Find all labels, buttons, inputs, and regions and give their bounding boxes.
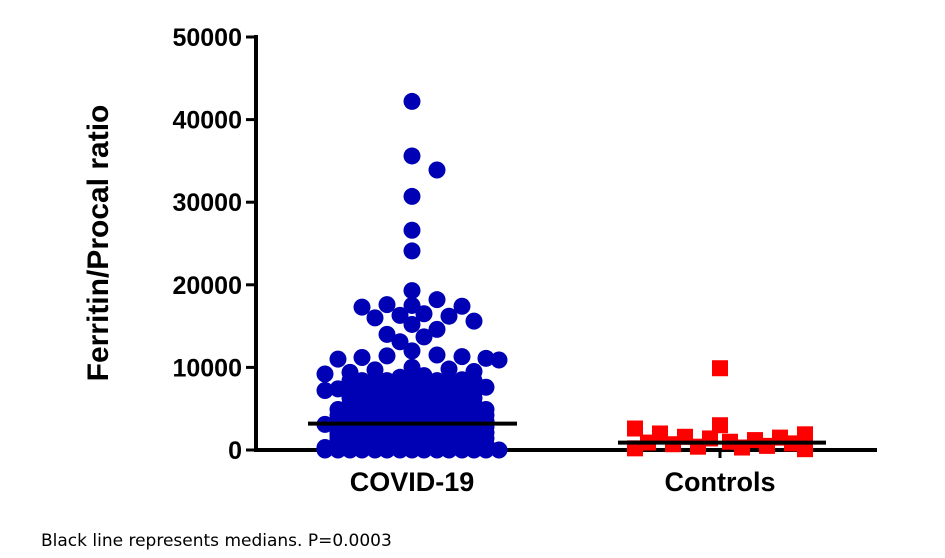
covid-data-point	[477, 349, 495, 367]
covid-data-point	[403, 358, 421, 376]
covid-data-point	[391, 306, 409, 324]
covid-data-point	[391, 372, 409, 390]
control-data-point	[627, 420, 643, 437]
covid-data-point	[366, 372, 384, 390]
covid-data-point	[403, 221, 421, 239]
y-axis: 0 10000 20000 30000 40000 50000	[172, 24, 258, 465]
covid-data-point	[453, 348, 471, 366]
covid-data-point	[403, 147, 421, 165]
covid-data-point	[465, 372, 483, 390]
covid-data-point	[353, 298, 371, 316]
covid-data-point	[453, 372, 471, 390]
covid-data-point	[316, 382, 334, 400]
y-tick-label: 40000	[172, 107, 242, 135]
control-data-point	[712, 360, 728, 377]
covid-data-point	[316, 441, 334, 459]
dot-plot-chart: 0 10000 20000 30000 40000 50000 Ferritin/Proc…	[82, 24, 877, 497]
covid-data-point	[415, 305, 433, 323]
category-label-covid: COVID-19	[350, 467, 475, 497]
covid-data-point	[378, 325, 396, 343]
covid-data-point	[353, 348, 371, 366]
covid-data-point	[428, 291, 446, 309]
covid-data-point	[378, 347, 396, 365]
covid-data-point	[341, 372, 359, 390]
covid-data-point	[403, 242, 421, 260]
y-tick-label: 0	[228, 437, 242, 465]
covid-data-point	[329, 350, 347, 368]
y-tick-label: 50000	[172, 24, 242, 52]
covid-data-point	[490, 441, 508, 459]
covid-data-point	[415, 372, 433, 390]
footnote: Black line represents medians. P=0.0003	[41, 531, 392, 551]
covid-data-point	[490, 351, 508, 369]
covid-data-point	[403, 187, 421, 205]
y-tick-label: 30000	[172, 189, 242, 217]
covid-data-point	[378, 372, 396, 390]
control-data-point	[712, 417, 728, 434]
covid-data-point	[465, 312, 483, 330]
covid-data-point	[316, 365, 334, 383]
control-data-point	[797, 441, 813, 458]
covid-data-point	[428, 372, 446, 390]
covid-data-point	[453, 297, 471, 315]
y-tick-label: 10000	[172, 354, 242, 382]
covid-data-point	[378, 296, 396, 314]
category-label-controls: Controls	[665, 467, 776, 497]
covid-data-point	[391, 333, 409, 351]
covid-data-point	[440, 372, 458, 390]
covid-data-point	[403, 315, 421, 333]
covid-data-point	[366, 309, 384, 327]
covid-data-point	[403, 92, 421, 110]
control-data-point	[797, 426, 813, 443]
y-axis-title: Ferritin/Procal ratio	[82, 105, 115, 382]
median-lines	[308, 421, 826, 445]
covid-data-point	[428, 346, 446, 364]
covid-data-point	[428, 161, 446, 179]
covid-data-point	[403, 282, 421, 300]
covid-data-point	[403, 372, 421, 390]
y-tick-label: 20000	[172, 272, 242, 300]
covid-data-point	[428, 320, 446, 338]
covid-data-point	[415, 328, 433, 346]
covid-data-point	[440, 307, 458, 325]
control-data-point	[759, 437, 775, 454]
covid-data-point	[353, 372, 371, 390]
covid-data-point	[403, 342, 421, 360]
data-points	[316, 92, 813, 459]
covid-data-point	[403, 296, 421, 314]
